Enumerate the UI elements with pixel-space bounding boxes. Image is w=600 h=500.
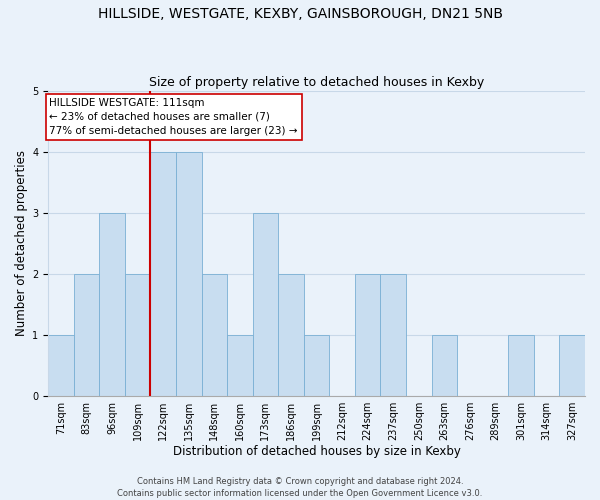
Bar: [253, 213, 278, 396]
Bar: [202, 274, 227, 396]
Bar: [99, 213, 125, 396]
Y-axis label: Number of detached properties: Number of detached properties: [15, 150, 28, 336]
Bar: [431, 335, 457, 396]
Bar: [508, 335, 534, 396]
Bar: [151, 152, 176, 396]
Text: HILLSIDE WESTGATE: 111sqm
← 23% of detached houses are smaller (7)
77% of semi-d: HILLSIDE WESTGATE: 111sqm ← 23% of detac…: [49, 98, 298, 136]
Bar: [278, 274, 304, 396]
X-axis label: Distribution of detached houses by size in Kexby: Distribution of detached houses by size …: [173, 444, 461, 458]
Text: Contains HM Land Registry data © Crown copyright and database right 2024.
Contai: Contains HM Land Registry data © Crown c…: [118, 476, 482, 498]
Bar: [380, 274, 406, 396]
Bar: [74, 274, 99, 396]
Bar: [48, 335, 74, 396]
Bar: [227, 335, 253, 396]
Text: HILLSIDE, WESTGATE, KEXBY, GAINSBOROUGH, DN21 5NB: HILLSIDE, WESTGATE, KEXBY, GAINSBOROUGH,…: [97, 8, 503, 22]
Bar: [559, 335, 585, 396]
Bar: [176, 152, 202, 396]
Bar: [355, 274, 380, 396]
Bar: [125, 274, 151, 396]
Bar: [304, 335, 329, 396]
Title: Size of property relative to detached houses in Kexby: Size of property relative to detached ho…: [149, 76, 484, 90]
